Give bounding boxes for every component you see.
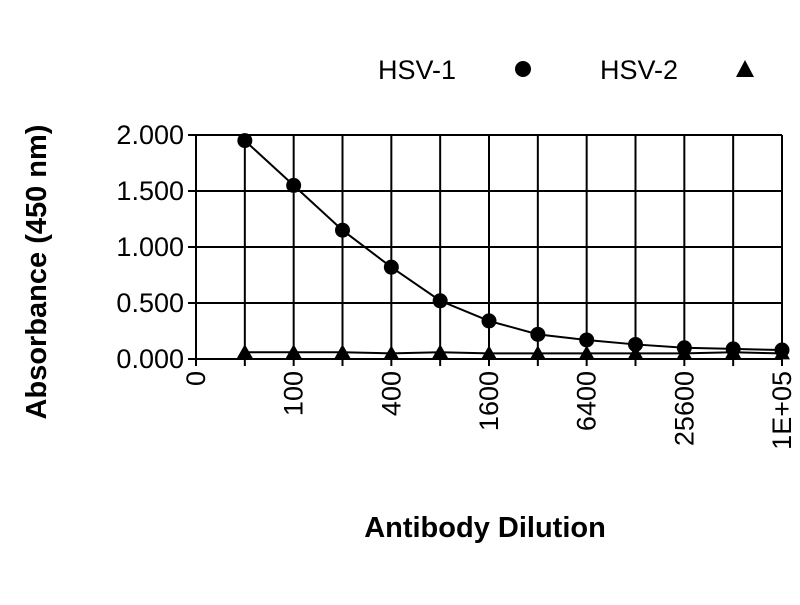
data-point: [432, 293, 448, 309]
legend: HSV-1 HSV-2: [378, 55, 754, 85]
data-point: [529, 345, 546, 360]
x-tick-label: 400: [376, 371, 406, 416]
data-point: [432, 344, 449, 359]
y-tick-label: 0.500: [116, 288, 184, 318]
data-point: [676, 345, 693, 360]
series-line: [244, 351, 783, 355]
data-point: [481, 345, 497, 360]
data-point: [383, 345, 400, 360]
legend-marker-hsv2: [736, 60, 754, 77]
data-point: [627, 345, 644, 360]
series-layer: [236, 133, 790, 360]
data-point: [237, 133, 253, 149]
tick-layer: 0.000 0.500 1.000 1.500 2.000 0 100 400 1600 6400…: [116, 120, 797, 450]
x-tick-label: 6400: [572, 371, 602, 431]
data-point: [530, 326, 546, 342]
data-point: [481, 313, 497, 329]
data-point: [774, 345, 790, 360]
legend-marker-hsv1: [515, 61, 531, 77]
x-tick-label: 100: [279, 371, 309, 416]
series-hsv-1: [237, 133, 790, 358]
x-tick-label: 1600: [474, 371, 504, 431]
y-tick-label: 0.000: [116, 344, 184, 374]
legend-label-hsv2: HSV-2: [600, 55, 678, 85]
x-axis-title: Antibody Dilution: [364, 512, 606, 544]
data-point: [334, 344, 351, 359]
series-hsv-2: [236, 344, 790, 360]
x-tick-label: 0: [181, 371, 211, 386]
data-point: [579, 332, 595, 348]
legend-label-hsv1: HSV-1: [378, 55, 456, 85]
y-tick-label: 2.000: [116, 120, 184, 150]
data-point: [335, 222, 350, 238]
x-tick-label: 1E+05: [767, 371, 797, 450]
data-point: [383, 259, 399, 275]
data-point: [628, 336, 643, 352]
x-tick-label: 25600: [669, 371, 699, 446]
series-line: [244, 139, 783, 352]
data-point: [578, 345, 595, 360]
data-point: [236, 344, 253, 359]
data-point: [725, 344, 742, 359]
y-tick-label: 1.500: [116, 176, 184, 206]
data-point: [285, 344, 302, 359]
y-axis-title: Absorbance (450 nm): [21, 125, 53, 420]
data-point: [286, 177, 302, 193]
y-tick-label: 1.000: [116, 232, 184, 262]
